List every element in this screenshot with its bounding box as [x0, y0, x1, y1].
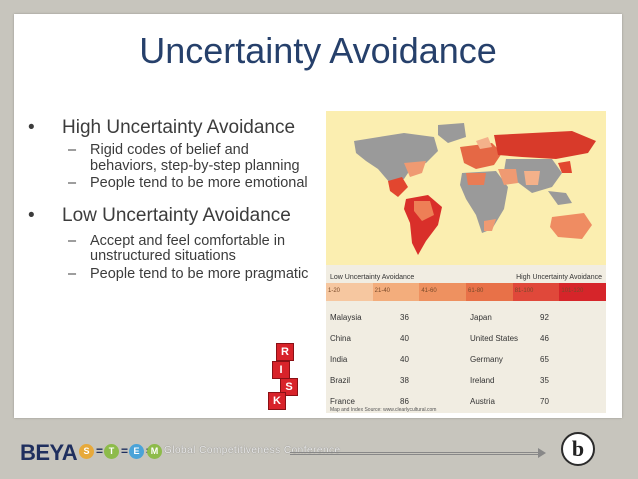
country-value: 38: [400, 376, 409, 385]
color-scale: 1-20 21-40 41-60 61-80 81-100 101-120: [326, 283, 607, 301]
country-index-table: Malaysia 36 Japan 92 China 40 United Sta…: [326, 313, 606, 418]
scale-step: 41-60: [419, 283, 467, 301]
country-name: Austria: [470, 397, 495, 406]
country-value: 40: [400, 334, 409, 343]
country-name: Germany: [470, 355, 503, 364]
equals-icon: =: [96, 444, 104, 458]
sub-bullet: Rigid codes of belief and behaviors, ste…: [27, 142, 317, 174]
country-name: Japan: [470, 313, 492, 322]
sub-bullet: People tend to be more pragmatic: [27, 266, 317, 283]
table-row: China 40 United States 46: [326, 334, 606, 355]
dice: I: [272, 361, 290, 379]
table-row: Malaysia 36 Japan 92: [326, 313, 606, 334]
country-value: 36: [400, 313, 409, 322]
stem-e-icon: E: [129, 444, 144, 459]
conference-name: Global Competitiveness Conference: [164, 445, 341, 456]
country-name: China: [330, 334, 351, 343]
country-name: India: [330, 355, 348, 364]
conference-logo: b: [561, 432, 595, 466]
scale-step: 61-80: [466, 283, 513, 301]
scale-step: 1-20: [326, 283, 373, 301]
scale-step: 21-40: [372, 283, 420, 301]
country-value: 92: [540, 313, 549, 322]
stem-s-icon: S: [79, 444, 94, 459]
bullet-high: High Uncertainty Avoidance: [27, 116, 317, 139]
footer-rule: [290, 452, 540, 455]
arrow-right-icon: [538, 448, 546, 458]
dice: S: [280, 378, 298, 396]
dice: K: [268, 392, 286, 410]
country-value: 65: [540, 355, 549, 364]
bullet-list: High Uncertainty Avoidance Rigid codes o…: [27, 116, 317, 282]
source-note: Map and Index Source: www.clearlycultura…: [330, 407, 437, 413]
dice: R: [276, 343, 294, 361]
scale-step: 81-100: [512, 283, 560, 301]
country-value: 86: [400, 397, 409, 406]
bullet-low: Low Uncertainty Avoidance: [27, 204, 317, 227]
country-value: 70: [540, 397, 549, 406]
sub-bullet: People tend to be more emotional: [27, 175, 317, 192]
country-value: 40: [400, 355, 409, 364]
country-name: United States: [470, 334, 519, 343]
country-name: Brazil: [330, 376, 351, 385]
scale-step: 101-120: [559, 283, 607, 301]
uncertainty-map-figure: Low Uncertainty Avoidance High Uncertain…: [326, 111, 607, 413]
country-name: Ireland: [470, 376, 495, 385]
legend-high-label: High Uncertainty Avoidance: [516, 274, 602, 281]
equals-icon: =: [121, 444, 129, 458]
beya-logo: BEYA: [20, 440, 78, 465]
sub-bullet: Accept and feel comfortable in unstructu…: [27, 233, 317, 265]
footer-bar: BEYA S = T = E = M Global Competitivenes…: [0, 430, 638, 479]
table-row: Brazil 38 Ireland 35: [326, 376, 606, 397]
country-value: 46: [540, 334, 549, 343]
legend-low-label: Low Uncertainty Avoidance: [330, 274, 415, 281]
stem-m-icon: M: [147, 444, 162, 459]
country-name: Malaysia: [330, 313, 362, 322]
table-row: India 40 Germany 65: [326, 355, 606, 376]
stem-t-icon: T: [104, 444, 119, 459]
slide-title: Uncertainty Avoidance: [139, 30, 497, 71]
world-map: [326, 111, 606, 265]
country-name: France: [330, 397, 355, 406]
table-row: France 86 Austria 70: [326, 397, 606, 418]
country-value: 35: [540, 376, 549, 385]
